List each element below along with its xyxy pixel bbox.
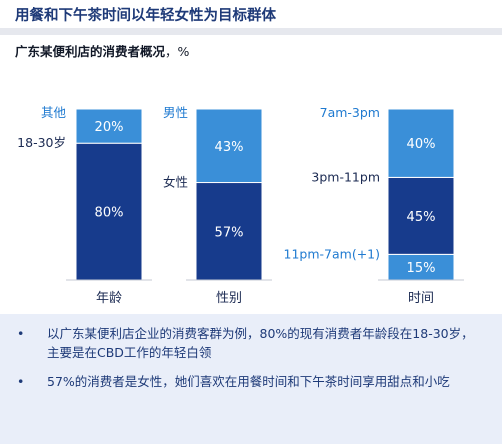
- data-label: 15%: [407, 261, 436, 276]
- series-label: 女性: [163, 175, 188, 190]
- category-label: 时间: [408, 291, 434, 306]
- data-label: 80%: [95, 206, 124, 221]
- note-text: 57%的消费者是女性，她们喜欢在用餐时间和下午茶时间享用甜点和小吃: [47, 374, 450, 389]
- data-label: 45%: [407, 210, 436, 225]
- note-text: 以广东某便利店企业的消费客群为例，80%的现有消费者年龄段在18-30岁，主要是…: [47, 326, 474, 360]
- subtitle-main: 广东某便利店的消费者概况: [15, 44, 166, 59]
- notes-panel: • 以广东某便利店企业的消费客群为例，80%的现有消费者年龄段在18-30岁，主…: [0, 314, 502, 444]
- series-label: 18-30岁: [17, 135, 66, 150]
- bar-segment: [387, 108, 455, 178]
- note-bullet: •: [17, 374, 25, 389]
- bar-segment: [195, 108, 263, 184]
- category-label: 年龄: [96, 291, 122, 306]
- data-label: 20%: [95, 120, 124, 135]
- title-divider: [0, 28, 502, 35]
- subtitle-unit: ，%: [165, 44, 190, 59]
- data-label: 43%: [215, 140, 244, 155]
- series-label: 男性: [163, 105, 188, 120]
- series-label: 其他: [41, 105, 67, 120]
- page-title: 用餐和下午茶时间以年轻女性为目标群体: [15, 8, 276, 24]
- bar-segment: [75, 142, 143, 281]
- series-label: 11pm-7am(+1): [284, 246, 381, 261]
- chart-subtitle: 广东某便利店的消费者概况，%: [15, 41, 189, 60]
- data-label: 40%: [407, 137, 436, 152]
- note-bullet: •: [17, 326, 25, 341]
- bar-segment: [195, 182, 263, 281]
- bar-segment: [387, 176, 455, 255]
- bar-segment: [75, 108, 143, 144]
- series-label: 3pm-11pm: [311, 169, 380, 184]
- data-label: 57%: [215, 225, 244, 240]
- series-label: 7am-3pm: [320, 105, 380, 120]
- category-label: 性别: [216, 291, 242, 306]
